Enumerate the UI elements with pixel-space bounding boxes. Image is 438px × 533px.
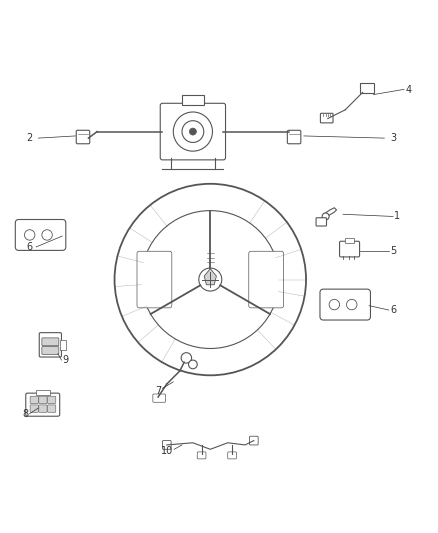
Circle shape xyxy=(188,360,197,369)
FancyBboxPatch shape xyxy=(320,289,371,320)
FancyBboxPatch shape xyxy=(47,396,56,403)
Text: 3: 3 xyxy=(390,133,396,143)
Polygon shape xyxy=(323,208,336,219)
FancyBboxPatch shape xyxy=(162,441,171,449)
Circle shape xyxy=(25,230,35,240)
FancyBboxPatch shape xyxy=(39,333,61,357)
FancyBboxPatch shape xyxy=(287,130,301,144)
FancyBboxPatch shape xyxy=(182,94,204,106)
FancyBboxPatch shape xyxy=(30,396,39,403)
FancyBboxPatch shape xyxy=(137,251,172,308)
FancyBboxPatch shape xyxy=(42,338,59,346)
Text: 7: 7 xyxy=(155,385,161,395)
Circle shape xyxy=(173,112,212,151)
FancyBboxPatch shape xyxy=(39,405,47,413)
Circle shape xyxy=(322,213,329,220)
FancyBboxPatch shape xyxy=(42,346,59,354)
Text: 6: 6 xyxy=(27,242,33,252)
Circle shape xyxy=(329,300,339,310)
Text: 9: 9 xyxy=(63,355,69,365)
FancyBboxPatch shape xyxy=(30,405,39,413)
Circle shape xyxy=(182,120,204,142)
FancyBboxPatch shape xyxy=(26,393,60,416)
Polygon shape xyxy=(204,269,216,285)
FancyBboxPatch shape xyxy=(316,218,326,226)
Text: 2: 2 xyxy=(27,133,33,143)
Text: 5: 5 xyxy=(390,246,396,256)
FancyBboxPatch shape xyxy=(360,83,374,93)
Text: 10: 10 xyxy=(161,447,173,456)
Circle shape xyxy=(346,300,357,310)
FancyBboxPatch shape xyxy=(160,103,226,160)
FancyBboxPatch shape xyxy=(36,390,49,395)
Circle shape xyxy=(189,128,196,135)
FancyBboxPatch shape xyxy=(321,114,333,123)
FancyBboxPatch shape xyxy=(250,436,258,445)
Circle shape xyxy=(199,268,222,291)
FancyBboxPatch shape xyxy=(60,340,66,350)
FancyBboxPatch shape xyxy=(76,130,90,144)
FancyBboxPatch shape xyxy=(228,452,237,459)
FancyBboxPatch shape xyxy=(47,405,56,413)
FancyBboxPatch shape xyxy=(39,396,47,403)
Text: 8: 8 xyxy=(22,409,28,419)
Text: 4: 4 xyxy=(405,85,411,95)
Text: 1: 1 xyxy=(394,212,400,221)
FancyBboxPatch shape xyxy=(339,241,360,257)
Text: 6: 6 xyxy=(390,305,396,315)
FancyBboxPatch shape xyxy=(15,220,66,251)
FancyBboxPatch shape xyxy=(197,452,206,459)
FancyBboxPatch shape xyxy=(345,238,354,243)
FancyBboxPatch shape xyxy=(249,251,283,308)
Circle shape xyxy=(42,230,52,240)
FancyBboxPatch shape xyxy=(153,394,166,402)
Circle shape xyxy=(181,353,191,363)
